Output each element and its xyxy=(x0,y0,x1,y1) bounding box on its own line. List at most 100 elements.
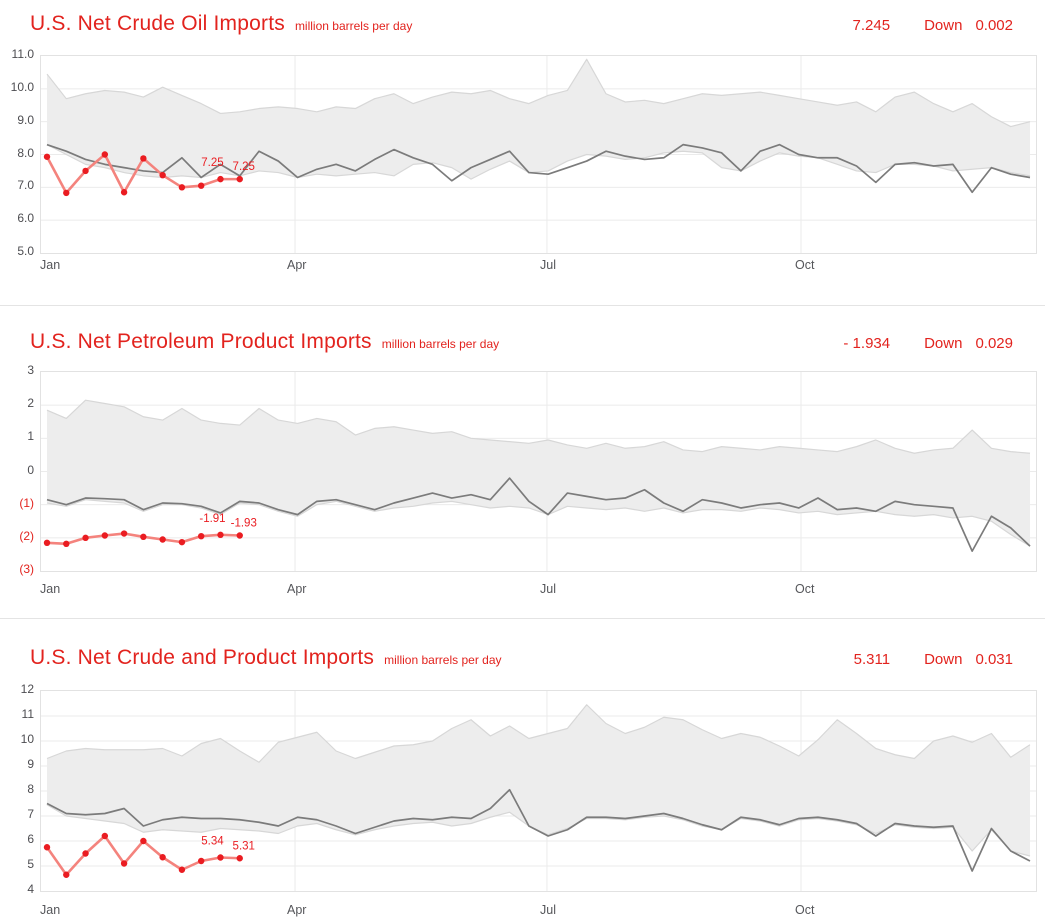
y-tick-label: 5 xyxy=(27,857,34,871)
current-year-point xyxy=(120,189,128,196)
x-axis-labels: Jan Apr Jul Oct xyxy=(40,903,1035,919)
x-tick-label: Jul xyxy=(540,582,556,596)
five-year-range-band xyxy=(47,704,1030,856)
x-tick-label: Jan xyxy=(40,582,61,596)
y-tick-label: 9.0 xyxy=(17,112,34,127)
y-tick-label: 5.0 xyxy=(17,244,34,258)
y-tick-label: (1) xyxy=(19,495,34,510)
current-year-point xyxy=(236,532,243,539)
current-year-point xyxy=(159,854,166,861)
current-year-point xyxy=(101,532,109,539)
current-year-point xyxy=(120,530,128,537)
range-upper-edge xyxy=(46,399,1031,454)
five-year-range-band xyxy=(47,59,1030,180)
change-amount: 0.002 xyxy=(975,17,1013,34)
x-tick-label: Oct xyxy=(795,582,815,596)
y-tick-label: 12 xyxy=(20,682,34,696)
y-tick-label: 7.0 xyxy=(17,178,34,193)
current-year-point xyxy=(217,175,224,183)
current-value: - 1.934 xyxy=(843,335,891,352)
y-tick-label: 10 xyxy=(20,732,34,746)
y-tick-label: 0 xyxy=(27,462,34,477)
x-axis-labels: Jan Apr Jul Oct xyxy=(40,258,1035,274)
y-tick-label: 8.0 xyxy=(17,145,34,160)
current-year-point xyxy=(43,844,51,851)
range-lower-edge xyxy=(46,144,1031,180)
current-year-point xyxy=(82,850,89,857)
chart-unit-label: million barrels per day xyxy=(384,653,502,667)
current-year-point xyxy=(120,860,128,867)
point-label: 5.31 xyxy=(233,840,255,852)
chart-block-net-petroleum-product-imports: U.S. Net Petroleum Product Imports milli… xyxy=(0,306,1045,619)
point-label: 7.25 xyxy=(233,161,255,173)
chart-block-net-crude-oil-imports: U.S. Net Crude Oil Imports million barre… xyxy=(0,0,1045,306)
y-tick-label: 4 xyxy=(27,882,34,896)
chart-canvas: -1.91 -1.93 xyxy=(41,372,1036,571)
chart-unit-label: million barrels per day xyxy=(294,19,413,33)
five-year-range-band xyxy=(47,400,1030,547)
y-axis-labels: 11.0 10.0 9.0 8.0 7.0 6.0 5.0 xyxy=(0,0,34,305)
current-year-point xyxy=(178,538,186,546)
current-year-point xyxy=(178,184,186,191)
current-year-point xyxy=(82,167,89,175)
current-year-point xyxy=(140,155,147,162)
y-tick-label: 11.0 xyxy=(11,47,34,61)
current-year-point xyxy=(178,866,186,873)
y-tick-label: 6.0 xyxy=(17,211,34,226)
change-direction: Down xyxy=(924,17,963,34)
current-year-point xyxy=(82,534,89,542)
plot-area: 7.25 7.25 xyxy=(40,55,1037,254)
range-upper-edge xyxy=(46,704,1031,763)
point-label: -1.91 xyxy=(199,513,225,525)
change-direction: Down xyxy=(924,651,963,668)
current-year-point xyxy=(101,151,109,158)
current-year-point xyxy=(159,171,166,179)
x-tick-label: Apr xyxy=(287,258,307,272)
x-tick-label: Oct xyxy=(795,903,815,917)
plot-area: -1.91 -1.93 xyxy=(40,371,1037,572)
current-year-point xyxy=(197,532,205,540)
chart-header: U.S. Net Crude and Product Imports milli… xyxy=(30,646,1013,670)
range-upper-edge xyxy=(46,58,1031,128)
point-label: 5.34 xyxy=(201,836,224,848)
chart-block-net-crude-and-product-imports: U.S. Net Crude and Product Imports milli… xyxy=(0,619,1045,923)
current-year-point xyxy=(63,189,70,197)
change-direction: Down xyxy=(924,335,963,352)
current-year-point xyxy=(217,531,224,539)
reference-line xyxy=(46,477,1031,552)
current-year-point xyxy=(43,539,51,547)
y-tick-label: 1 xyxy=(27,429,34,444)
point-label: -1.93 xyxy=(231,518,257,530)
chart-canvas: 7.25 7.25 xyxy=(41,56,1036,253)
change-amount: 0.029 xyxy=(975,335,1013,352)
y-tick-label: (2) xyxy=(19,528,34,543)
y-tick-label: 11 xyxy=(21,707,34,721)
reference-line xyxy=(46,788,1031,872)
chart-header: U.S. Net Petroleum Product Imports milli… xyxy=(30,330,1013,354)
chart-title: U.S. Net Crude and Product Imports xyxy=(30,646,375,669)
x-tick-label: Jan xyxy=(40,903,61,917)
x-tick-label: Oct xyxy=(795,258,815,272)
point-label: 7.25 xyxy=(201,157,223,169)
range-lower-edge xyxy=(46,499,1031,547)
chart-title: U.S. Net Crude Oil Imports xyxy=(30,12,285,35)
current-year-point xyxy=(236,175,243,183)
current-year-point xyxy=(43,153,51,160)
x-axis-labels: Jan Apr Jul Oct xyxy=(40,582,1035,598)
current-year-point xyxy=(63,540,70,548)
y-axis-labels: 3 2 1 0 (1) (2) (3) xyxy=(0,306,34,618)
change-amount: 0.031 xyxy=(975,651,1013,668)
x-tick-label: Apr xyxy=(287,903,307,917)
y-tick-label: 8 xyxy=(27,782,34,796)
y-tick-label: 2 xyxy=(27,396,34,411)
y-axis-labels: 12 11 10 9 8 7 6 5 4 xyxy=(0,619,34,923)
current-year-point xyxy=(236,855,243,862)
current-value: 7.245 xyxy=(852,17,891,34)
current-year-point xyxy=(140,533,147,541)
current-year-point xyxy=(140,837,147,845)
reference-line xyxy=(46,143,1031,194)
x-tick-label: Jul xyxy=(540,903,556,917)
y-tick-label: 10.0 xyxy=(10,79,34,94)
current-year-point xyxy=(63,871,70,878)
y-tick-label: 3 xyxy=(27,363,34,377)
